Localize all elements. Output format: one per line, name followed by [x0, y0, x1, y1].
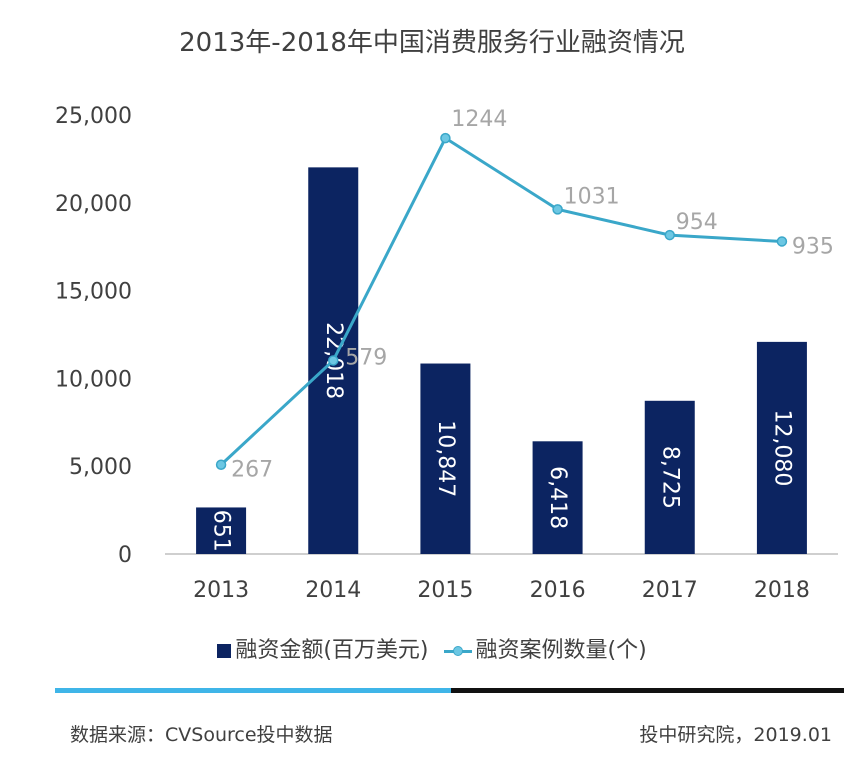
chart-canvas: 05,00010,00015,00020,00025,000651201322,… [55, 104, 838, 603]
bar-2016 [532, 441, 583, 554]
bar-value-label-2013: 651 [209, 510, 234, 552]
count-point-2014 [328, 355, 339, 366]
legend-label-count: 融资案例数量(个) [475, 638, 647, 663]
y-tick-label: 25,000 [55, 104, 132, 129]
count-value-label-2018: 935 [792, 234, 834, 259]
x-tick-label-2018: 2018 [754, 578, 810, 603]
legend-line-swatch-icon [443, 644, 472, 658]
count-value-label-2013: 267 [231, 458, 273, 483]
count-point-2015 [440, 132, 451, 144]
count-series-line [220, 135, 783, 466]
bar-value-label-2016: 6,418 [545, 466, 570, 529]
legend-item-amount: 融资金额(百万美元) [217, 632, 429, 664]
source-note: 数据来源：CVSource投中数据 [70, 724, 333, 746]
chart-title: 2013年-2018年中国消费服务行业融资情况 [179, 28, 685, 58]
legend-label-amount: 融资金额(百万美元) [235, 638, 429, 663]
bar-value-label-2017: 8,725 [657, 446, 682, 509]
bar-value-label-2018: 12,080 [769, 409, 794, 486]
x-tick-label-2017: 2017 [642, 578, 698, 603]
bar-2018 [756, 341, 807, 554]
count-point-2016 [552, 204, 563, 215]
bar-2017 [644, 400, 695, 554]
y-tick-label: 0 [118, 543, 132, 568]
y-tick-label: 20,000 [55, 192, 132, 217]
count-point-2013 [215, 459, 227, 470]
bar-2013 [196, 507, 247, 554]
count-value-label-2014: 579 [345, 345, 387, 370]
divider-black [451, 688, 844, 693]
x-tick-label-2013: 2013 [193, 578, 249, 603]
divider-blue [55, 688, 451, 693]
legend-item-count: 融资案例数量(个) [443, 632, 647, 664]
y-tick-label: 10,000 [55, 367, 132, 392]
x-tick-label-2015: 2015 [417, 578, 473, 603]
count-value-label-2016: 1031 [564, 184, 620, 209]
x-tick-label-2016: 2016 [530, 578, 586, 603]
x-tick-label-2014: 2014 [305, 578, 361, 603]
bar-2015 [420, 363, 471, 554]
y-tick-label: 15,000 [55, 280, 132, 305]
count-value-label-2017: 954 [676, 210, 718, 235]
chart-legend: 融资金额(百万美元) 融资案例数量(个) [0, 632, 864, 664]
bar-value-label-2015: 10,847 [433, 420, 458, 497]
count-value-label-2015: 1244 [451, 107, 507, 132]
credit-note: 投中研究院，2019.01 [639, 724, 832, 746]
y-tick-label: 5,000 [69, 455, 132, 480]
legend-bar-swatch-icon [217, 644, 232, 658]
count-point-2018 [776, 236, 788, 247]
count-point-2017 [664, 229, 675, 241]
